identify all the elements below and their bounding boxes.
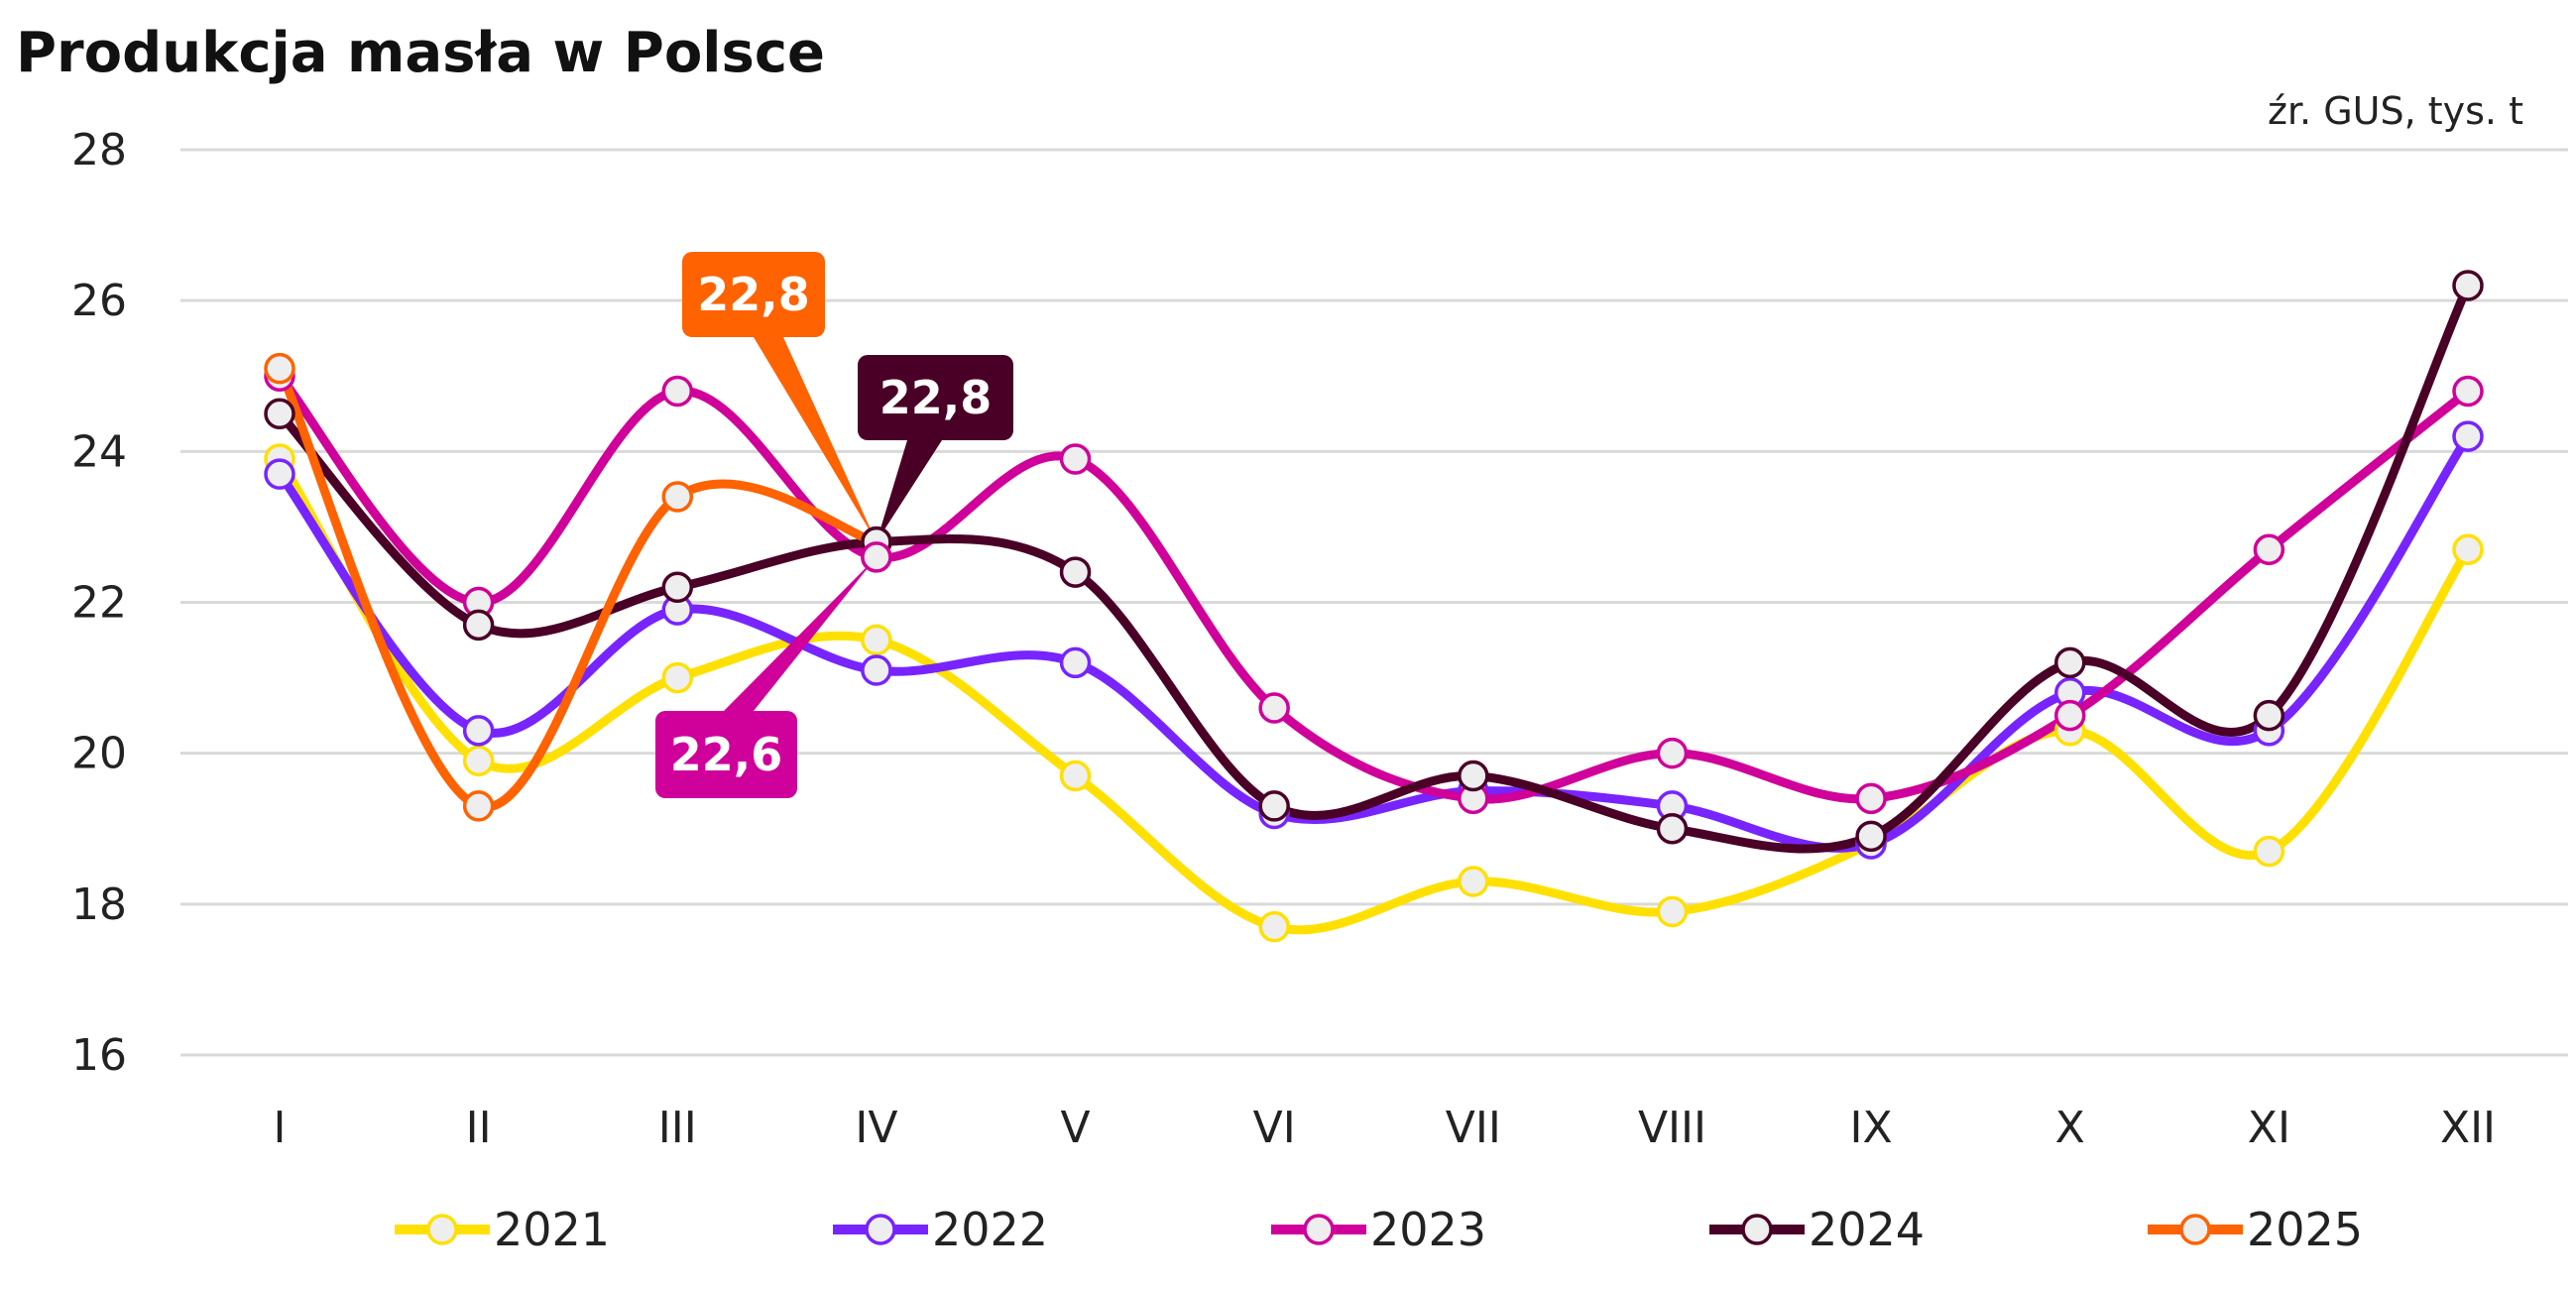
data-point-2022 [264, 458, 295, 490]
legend-label: 2024 [1809, 1203, 1925, 1256]
data-point-2021 [462, 745, 495, 777]
x-tick-label: IV [855, 1103, 897, 1153]
y-tick-label: 26 [71, 276, 127, 326]
x-tick-label: VI [1253, 1103, 1296, 1153]
chart-title: Produkcja masła w Polsce [16, 21, 825, 85]
y-axis: 16 18 20 22 24 26 28 [71, 125, 127, 1081]
data-point-2022 [2452, 420, 2484, 452]
data-point-2023 [1059, 443, 1092, 475]
data-point-2021 [1656, 895, 1689, 928]
data-point-2022 [861, 654, 892, 686]
data-point-2021 [2452, 533, 2484, 565]
y-tick-label: 18 [71, 879, 127, 930]
callout-label: 22,8 [697, 268, 810, 321]
callout-box [655, 711, 797, 798]
callout-pointer [754, 337, 877, 542]
data-point-2024 [2253, 699, 2285, 732]
data-point-2023 [661, 375, 694, 408]
series-line-2024 [275, 281, 2473, 854]
data-point-2023 [1855, 782, 1887, 815]
data-point-2025 [264, 352, 295, 385]
y-tick-label: 22 [71, 578, 127, 629]
data-point-2025 [462, 790, 495, 822]
legend-item-2021: 2021 [395, 1203, 610, 1256]
series-line-2021 [275, 454, 2473, 935]
data-point-2022 [462, 715, 495, 747]
data-point-2021 [661, 661, 694, 694]
data-point-2024 [1855, 820, 1887, 853]
x-tick-label: VIII [1638, 1103, 1706, 1153]
data-point-2021 [861, 624, 892, 656]
legend-marker [426, 1214, 458, 1245]
data-point-2024 [462, 609, 495, 642]
legend-marker [1303, 1214, 1335, 1245]
data-point-2023 [1656, 737, 1689, 769]
y-tick-label: 28 [71, 125, 127, 176]
legend: 2021 2022 2023 2024 2025 [395, 1203, 2363, 1256]
series-line-2025 [275, 364, 881, 812]
legend-item-2025: 2025 [2148, 1203, 2363, 1256]
series-line-2022 [275, 431, 2473, 853]
legend-item-2024: 2024 [1709, 1203, 1925, 1256]
data-point-2023 [1258, 692, 1290, 724]
x-tick-label: X [2055, 1103, 2085, 1153]
data-point-2021 [1258, 910, 1290, 943]
x-tick-label: III [658, 1103, 697, 1153]
callout-label: 22,6 [670, 728, 783, 781]
data-point-2024 [2053, 646, 2086, 679]
data-point-2023 [2253, 533, 2285, 565]
data-point-2024 [264, 398, 295, 430]
y-tick-label: 24 [71, 426, 127, 477]
data-point-2024 [1059, 556, 1092, 588]
series-lines [275, 281, 2473, 935]
callout-label: 22,8 [879, 371, 993, 424]
legend-label: 2023 [1370, 1203, 1486, 1256]
data-point-2021 [2253, 835, 2285, 868]
data-point-2024 [1258, 790, 1290, 822]
series-markers [264, 270, 2484, 943]
legend-marker [1741, 1214, 1773, 1245]
callout-box [858, 355, 1013, 440]
x-tick-label: XI [2248, 1103, 2290, 1153]
callout-pointer [876, 440, 942, 542]
legend-label: 2021 [494, 1203, 610, 1256]
legend-label: 2022 [932, 1203, 1048, 1256]
data-point-2023 [2452, 375, 2484, 408]
x-tick-label: XII [2440, 1103, 2496, 1153]
x-tick-label: V [1060, 1103, 1090, 1153]
y-tick-label: 16 [71, 1030, 127, 1081]
data-point-2025 [661, 481, 694, 513]
legend-marker [865, 1214, 896, 1245]
data-point-2024 [1656, 813, 1689, 845]
source-note: źr. GUS, tys. t [2268, 89, 2523, 133]
legend-item-2022: 2022 [833, 1203, 1048, 1256]
data-point-2024 [2452, 270, 2484, 301]
x-tick-label: VII [1446, 1103, 1501, 1153]
callouts: 22,8 22,8 22,6 [655, 252, 1013, 798]
legend-item-2023: 2023 [1271, 1203, 1486, 1256]
data-point-2023 [2053, 699, 2086, 732]
x-tick-label: IX [1850, 1103, 1893, 1153]
data-point-2022 [1059, 646, 1092, 679]
y-tick-label: 20 [71, 729, 127, 779]
callout-box [682, 252, 825, 337]
data-point-2023 [861, 541, 892, 573]
x-tick-label: I [274, 1103, 287, 1153]
data-point-2021 [1458, 866, 1489, 897]
callout-pointer [724, 556, 877, 711]
x-tick-label: II [466, 1103, 492, 1153]
x-axis: I II III IV V VI VII VIII IX X XI XII [274, 1103, 2497, 1153]
legend-label: 2025 [2247, 1203, 2363, 1256]
data-point-2024 [1458, 760, 1489, 792]
data-point-2021 [1059, 760, 1092, 792]
series-line-2023 [275, 371, 2473, 804]
data-point-2024 [661, 571, 694, 604]
legend-marker [2179, 1214, 2211, 1245]
gridlines [180, 148, 2568, 1057]
